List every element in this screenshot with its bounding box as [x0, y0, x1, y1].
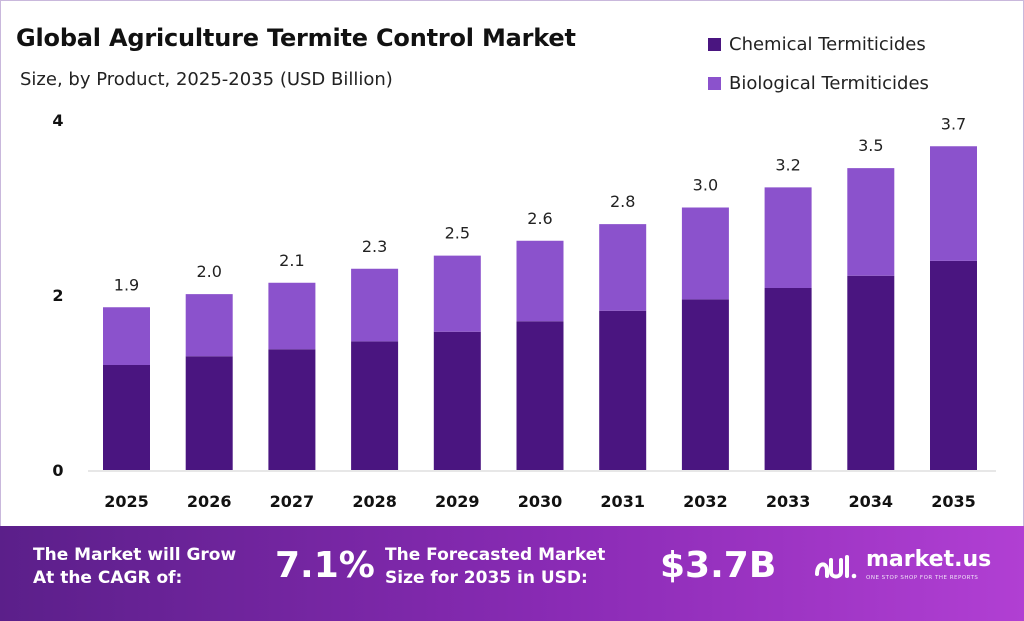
legend-label-chemical: Chemical Termiticides [729, 33, 926, 55]
forecast-value: $3.7B [660, 545, 777, 586]
bar-biological [516, 240, 564, 322]
bar-chemical [433, 331, 481, 470]
bar-total-label: 1.9 [114, 275, 139, 294]
bar-chemical [764, 288, 812, 470]
bar-chemical [681, 299, 729, 470]
brand-name: market.us [866, 547, 992, 572]
bar-total-label: 2.8 [610, 192, 635, 211]
bar-chemical [268, 349, 316, 470]
bar-chemical [185, 356, 233, 470]
footer-banner [0, 526, 1024, 621]
bar-biological [185, 294, 233, 357]
bar-total-label: 3.5 [858, 136, 883, 155]
market-us-logo-icon [815, 555, 857, 579]
x-tick-label: 2034 [849, 492, 894, 511]
cagr-text-line1: The Market will Grow [33, 545, 237, 565]
cagr-value: 7.1% [275, 545, 375, 586]
x-tick-label: 2030 [518, 492, 563, 511]
legend-swatch-chemical [708, 37, 721, 51]
y-tick-label: 2 [52, 286, 63, 305]
bar-biological [351, 268, 399, 342]
bar-chemical [930, 260, 977, 470]
bar-chemical [847, 275, 895, 470]
legend-item-chemical: Chemical Termiticides [708, 31, 929, 57]
legend: Chemical Termiticides Biological Termiti… [708, 31, 929, 109]
bar-biological [599, 224, 647, 311]
bar-biological [847, 168, 895, 276]
x-tick-label: 2032 [683, 492, 728, 511]
bar-chart: 0 2 4 1.9 2025 2.0 2026 2.1 2027 2.3 2028 2.5 2029 2.… [52, 111, 996, 511]
bar-biological [103, 307, 150, 365]
forecast-text-line2: Size for 2035 in USD: [385, 568, 588, 588]
legend-item-biological: Biological Termiticides [708, 70, 929, 96]
bar-biological [433, 255, 481, 332]
x-tick-label: 2025 [104, 492, 149, 511]
bar-total-label: 3.0 [693, 176, 718, 195]
x-tick-label: 2035 [931, 492, 976, 511]
bar-total-label: 2.3 [362, 237, 387, 256]
x-tick-label: 2027 [270, 492, 315, 511]
x-tick-label: 2031 [600, 492, 645, 511]
y-tick-label: 0 [52, 461, 63, 480]
cagr-text-line2: At the CAGR of: [33, 568, 183, 588]
bar-total-label: 3.2 [775, 155, 800, 174]
x-tick-label: 2029 [435, 492, 480, 511]
legend-swatch-biological [708, 76, 721, 90]
bar-biological [764, 187, 812, 288]
chart-subtitle: Size, by Product, 2025-2035 (USD Billion… [20, 69, 393, 90]
chart-title: Global Agriculture Termite Control Marke… [16, 24, 576, 52]
bar-chemical [516, 321, 564, 470]
legend-label-biological: Biological Termiticides [729, 72, 929, 94]
y-tick-label: 4 [52, 111, 63, 130]
bar-total-label: 3.7 [941, 114, 966, 133]
bar-chemical [599, 310, 647, 470]
bar-biological [681, 207, 729, 300]
bar-total-label: 2.5 [445, 224, 470, 243]
bar-biological [268, 282, 316, 350]
bar-chemical [351, 341, 399, 470]
x-tick-label: 2033 [766, 492, 811, 511]
bar-chemical [103, 365, 150, 470]
x-tick-label: 2028 [352, 492, 397, 511]
forecast-text-line1: The Forecasted Market [385, 545, 606, 565]
bar-total-label: 2.0 [196, 262, 221, 281]
brand-tagline: ONE STOP SHOP FOR THE REPORTS [866, 575, 979, 581]
x-tick-label: 2026 [187, 492, 232, 511]
bar-total-label: 2.6 [527, 209, 552, 228]
bar-total-label: 2.1 [279, 251, 304, 270]
bar-biological [930, 146, 977, 261]
